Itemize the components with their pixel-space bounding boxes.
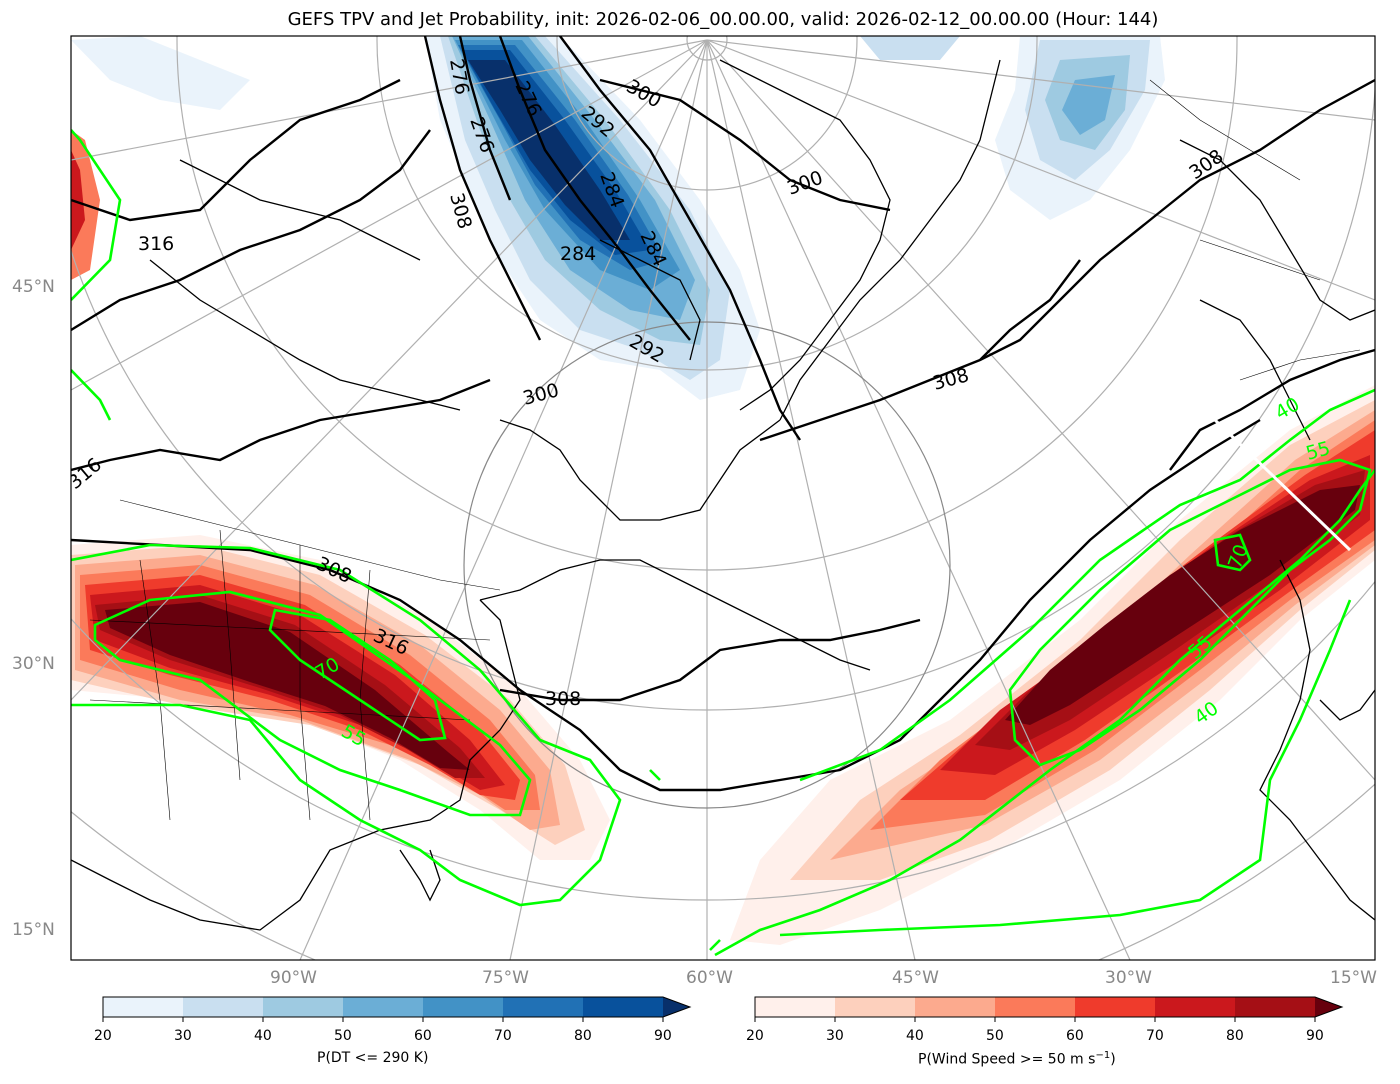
cbar-dt-tick: 60 xyxy=(414,1028,432,1044)
cbar-dt-tick: 50 xyxy=(334,1028,352,1044)
cbar-wind-tick: 20 xyxy=(746,1028,764,1044)
cbar-dt-tick: 70 xyxy=(494,1028,512,1044)
theta-label: 284 xyxy=(560,243,596,265)
theta-label: 308 xyxy=(545,688,581,710)
cbar-dt-tick: 40 xyxy=(254,1028,272,1044)
colorbar-wind xyxy=(754,996,1344,1022)
cbar-wind-tick: 30 xyxy=(826,1028,844,1044)
cbar-wind-tick: 80 xyxy=(1226,1028,1244,1044)
cbar-wind-tick: 60 xyxy=(1066,1028,1084,1044)
lon-label-60w: 60°W xyxy=(686,968,733,988)
graticule xyxy=(71,36,1375,960)
cbar-dt-tick: 90 xyxy=(654,1028,672,1044)
colorbar-dt xyxy=(102,996,692,1022)
cbar-wind-label: P(Wind Speed >= 50 m s−1) xyxy=(918,1050,1116,1068)
map-frame xyxy=(70,35,1376,961)
lon-label-15w: 15°W xyxy=(1330,968,1377,988)
lat-label-45: 45°N xyxy=(12,277,55,297)
lat-label-15: 15°N xyxy=(12,920,55,940)
theta-label: 316 xyxy=(138,233,174,255)
cbar-wind-tick: 40 xyxy=(906,1028,924,1044)
cbar-wind-tick: 70 xyxy=(1146,1028,1164,1044)
map-title: GEFS TPV and Jet Probability, init: 2026… xyxy=(287,9,1159,30)
cbar-dt-tick: 80 xyxy=(574,1028,592,1044)
theta-contours xyxy=(71,36,1375,792)
west-jet-shading xyxy=(71,535,610,860)
cbar-dt-tick: 30 xyxy=(174,1028,192,1044)
jet-contours xyxy=(71,129,1375,957)
lon-label-90w: 90°W xyxy=(270,968,317,988)
east-jet-shading xyxy=(730,385,1375,945)
cbar-wind-tick: 90 xyxy=(1306,1028,1324,1044)
cbar-dt-tick: 20 xyxy=(94,1028,112,1044)
lon-label-30w: 30°W xyxy=(1105,968,1152,988)
tpv-probability-shading xyxy=(71,36,1165,400)
lon-label-45w: 45°W xyxy=(892,968,939,988)
lat-label-30: 30°N xyxy=(12,654,55,674)
projection-seam xyxy=(1213,418,1352,552)
map-background xyxy=(71,36,1375,960)
cbar-wind-tick: 50 xyxy=(986,1028,1004,1044)
lon-label-75w: 75°W xyxy=(482,968,529,988)
coastlines xyxy=(71,59,1375,931)
cbar-dt-label: P(DT <= 290 K) xyxy=(317,1050,429,1066)
